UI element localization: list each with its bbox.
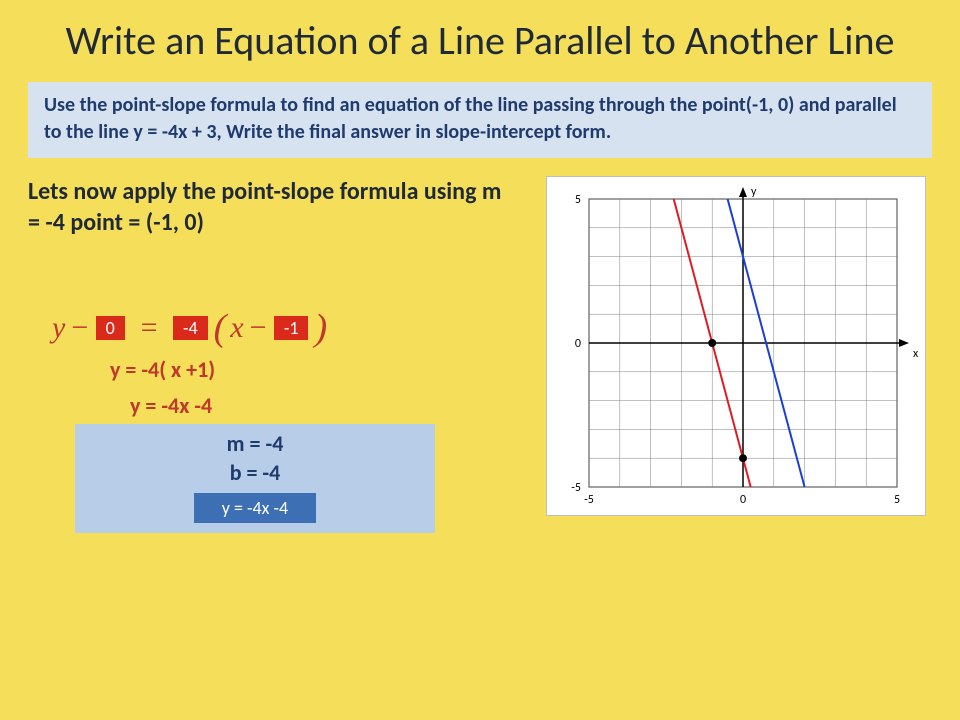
svg-text:0: 0 [575,337,581,351]
result-b: b = -4 [75,459,435,488]
formula-lparen: ( [212,306,229,350]
formula-minus2: − [246,311,270,345]
point-slope-formula: y − 0 = -4 ( x − -1 ) [50,306,329,350]
svg-text:y: y [751,185,757,199]
final-equation: y = -4x -4 [194,493,316,523]
equation-step-1: y = -4( x +1) [110,356,215,383]
formula-x: x [228,311,245,345]
problem-statement: Use the point-slope formula to find an e… [28,82,932,158]
svg-text:5: 5 [575,193,581,207]
chart-svg: -5 0 5 -5 0 5 x y [547,177,925,515]
svg-text:5: 5 [894,493,900,507]
apply-text: Lets now apply the point-slope formula u… [28,176,508,238]
svg-text:-5: -5 [571,481,581,495]
slide-title: Write an Equation of a Line Parallel to … [0,0,960,74]
formula-y: y [50,311,67,345]
formula-box-m: -4 [173,316,208,340]
result-m: m = -4 [75,430,435,459]
formula-box-x1: -1 [274,316,309,340]
formula-box-y1: 0 [96,316,125,340]
result-box: m = -4 b = -4 y = -4x -4 [75,424,435,533]
svg-text:0: 0 [740,493,746,507]
formula-rparen: ) [312,306,329,350]
svg-text:-5: -5 [584,493,594,507]
equation-step-2: y = -4x -4 [130,392,212,419]
graph: -5 0 5 -5 0 5 x y [546,176,926,516]
formula-equals: = [129,311,169,345]
svg-text:x: x [913,347,919,361]
slide: Write an Equation of a Line Parallel to … [0,0,960,720]
formula-minus: − [67,311,91,345]
